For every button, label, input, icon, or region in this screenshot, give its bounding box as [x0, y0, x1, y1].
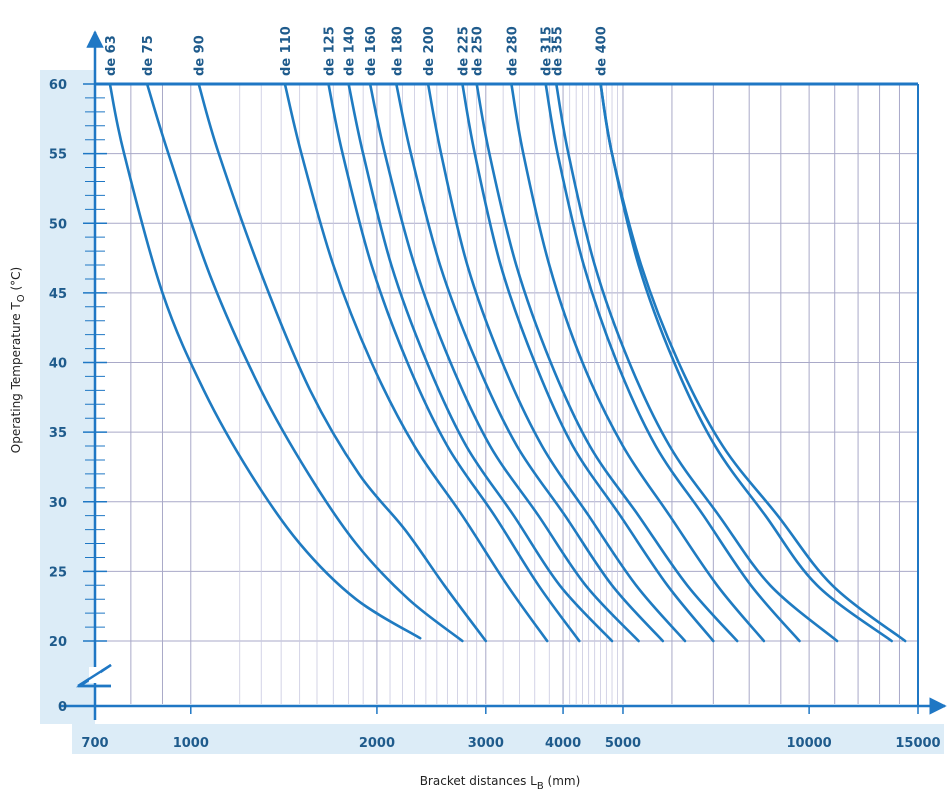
y-tick-label: 60 [49, 78, 67, 93]
y-tick-label: 45 [49, 287, 67, 302]
series-label: de 160 [364, 26, 379, 76]
series-labels: de 63 de 75 de 90 de 110 de 125 de 140 de 160 d… [104, 26, 610, 76]
y-tick-label: 50 [49, 217, 67, 232]
series-label: de 250 [471, 26, 486, 76]
x-label-band [72, 724, 944, 754]
y-tick-label: 35 [49, 426, 67, 441]
y-tick-label: 40 [49, 357, 67, 372]
x-tick-label: 700 [81, 736, 108, 751]
series-label: de 200 [422, 26, 437, 76]
series-lines [108, 82, 907, 643]
series-label: de 225 [456, 26, 471, 76]
plot-frame [95, 82, 919, 706]
series-line-4 [283, 82, 549, 643]
x-tick-label: 1000 [173, 736, 209, 751]
x-tick-label: 4000 [545, 736, 581, 751]
grid-lines [95, 84, 918, 704]
series-label: de 63 [104, 35, 119, 76]
series-line-6 [347, 82, 614, 643]
x-axis-title: Bracket distances LB (mm) [420, 774, 581, 792]
series-line-12 [510, 82, 766, 643]
series-label: de 75 [141, 35, 156, 76]
x-tick-label: 3000 [468, 736, 504, 751]
series-line-9 [426, 82, 687, 643]
y-tick-label: 25 [49, 565, 67, 580]
series-line-1 [108, 82, 422, 640]
series-label: de 90 [193, 35, 208, 76]
y-tick-label: 20 [49, 635, 67, 650]
y-label-band [40, 70, 95, 724]
x-tick-label: 5000 [605, 736, 641, 751]
x-tick-label: 15000 [895, 736, 940, 751]
series-line-14 [555, 82, 839, 643]
axis-label-bands [40, 70, 944, 754]
series-label: de 125 [323, 26, 338, 76]
series-line-2 [145, 82, 464, 643]
series-label: de 315 [540, 26, 555, 76]
series-line-5 [327, 82, 581, 643]
y-tick-label: 0 [58, 700, 67, 715]
axes [60, 30, 947, 720]
series-line-7 [368, 82, 640, 643]
y-axis-title: Operating Temperature TO (°C) [9, 267, 27, 453]
series-line-8 [395, 82, 665, 643]
series-line-13 [544, 82, 801, 643]
series-label: de 140 [343, 26, 358, 76]
series-label: de 110 [279, 26, 294, 76]
tick-labels: 0 20 25 30 35 40 45 50 55 60 700 1000 2000 3000 4000 50… [49, 78, 941, 751]
y-tick-label: 55 [49, 148, 67, 163]
series-line-11 [475, 82, 739, 643]
x-tick-label: 2000 [359, 736, 395, 751]
axis-break-stroke-1 [77, 663, 112, 688]
series-line-3 [197, 82, 488, 643]
x-tick-label: 10000 [786, 736, 831, 751]
series-label: de 280 [505, 26, 520, 76]
series-line-16 [599, 82, 907, 643]
y-tick-label: 30 [49, 496, 67, 511]
series-label: de 400 [595, 26, 610, 76]
series-label: de 355 [550, 26, 565, 76]
series-line-10 [461, 82, 715, 643]
series-label: de 180 [390, 26, 405, 76]
